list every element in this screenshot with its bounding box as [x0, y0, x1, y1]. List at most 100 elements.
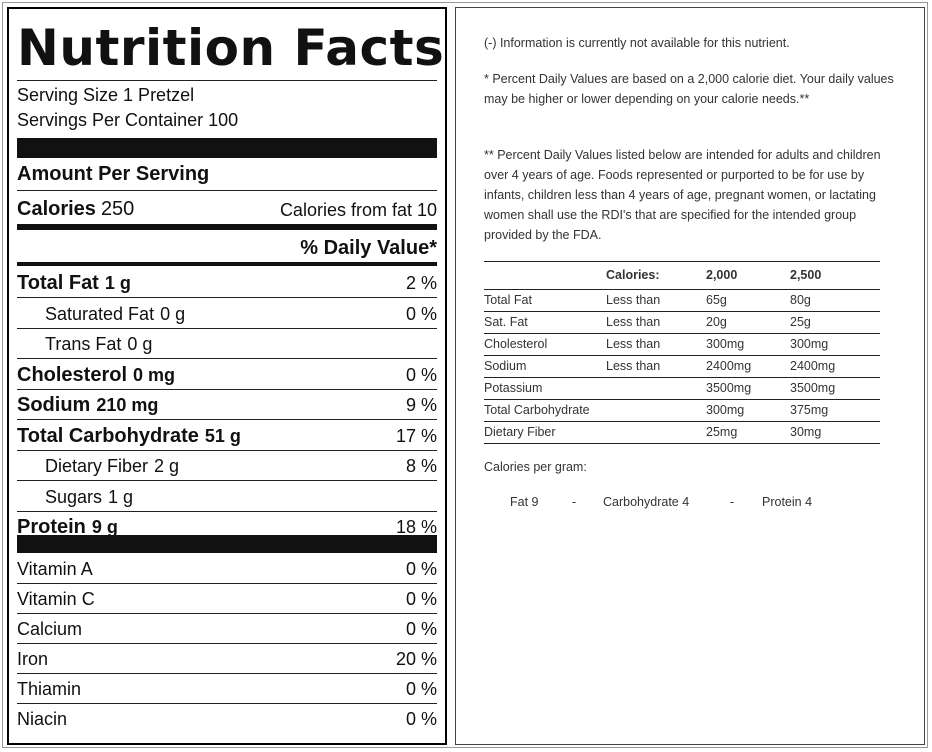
table-name: Potassium: [484, 381, 543, 395]
table-name: Total Fat: [484, 293, 532, 307]
rule: [484, 333, 880, 334]
thick-bar: [17, 224, 437, 230]
rule: [484, 289, 880, 290]
cpg-item: Fat 9: [510, 495, 539, 509]
calories-row: Calories 250: [17, 198, 134, 221]
table-name: Sat. Fat: [484, 315, 528, 329]
nutrient-dv: 17 %: [395, 425, 437, 446]
nutrient-dv: 2 %: [405, 273, 437, 293]
rule: [484, 311, 880, 312]
nutrient-label: Protein 9 g: [17, 516, 118, 538]
vitamin-row: Vitamin A 0 %: [17, 554, 437, 584]
table-qualifier: Less than: [606, 337, 661, 351]
nutrient-row: Sodium 210 mg 9 %: [17, 389, 437, 420]
table-value: 80g: [790, 293, 811, 307]
nutrient-dv: 0 %: [405, 364, 437, 385]
vitamin-dv: 0 %: [405, 709, 437, 729]
nutrient-amount: 0 g: [160, 303, 186, 324]
rule: [484, 355, 880, 356]
vitamin-dv: 20 %: [395, 649, 437, 669]
table-name: Total Carbohydrate: [484, 403, 590, 417]
vitamin-label: Vitamin A: [17, 559, 93, 579]
vitamin-label: Thiamin: [17, 679, 82, 699]
table-name: Dietary Fiber: [484, 425, 556, 439]
nutrient-row: Sugars 1 g: [17, 481, 437, 512]
nutrient-amount: 1 g: [104, 273, 131, 293]
nutrient-label: Trans Fat 0 g: [45, 334, 153, 354]
rule: [484, 421, 880, 422]
table-value: 375mg: [790, 403, 829, 417]
calories-from-fat: Calories from fat 10: [279, 200, 437, 220]
rule: [484, 443, 880, 444]
table-value: 2400mg: [706, 359, 752, 373]
nutrient-dv: 0 %: [405, 303, 437, 324]
table-value: 300mg: [790, 337, 829, 351]
nutrient-row: Protein 9 g 18 %: [17, 511, 437, 541]
thick-bar: [17, 262, 437, 266]
vitamin-label: Niacin: [17, 709, 68, 729]
nutrient-row: Dietary Fiber 2 g 8 %: [17, 450, 437, 481]
nutrient-label: Saturated Fat 0 g: [45, 303, 186, 324]
amount-header: Amount Per Serving: [17, 163, 210, 185]
table-qualifier: Less than: [606, 315, 661, 329]
vitamin-row: Iron 20 %: [17, 644, 437, 674]
table-header: 2,500: [790, 268, 822, 282]
nutrient-amount: 0 g: [127, 334, 153, 354]
table-value: 2400mg: [790, 359, 836, 373]
vitamin-row: Niacin 0 %: [17, 704, 437, 733]
calories-label: Calories: [17, 198, 96, 220]
vitamin-row: Vitamin C 0 %: [17, 584, 437, 614]
rule: [484, 261, 880, 262]
vitamin-row: Thiamin 0 %: [17, 674, 437, 704]
note: ** Percent Daily Values listed below are…: [484, 148, 881, 242]
cpg-title: Calories per gram:: [484, 460, 587, 474]
vitamin-row: Calcium 0 %: [17, 614, 437, 644]
nutrient-row: Total Fat 1 g 2 %: [17, 267, 437, 298]
vitamin-dv: 0 %: [405, 589, 437, 609]
note: * Percent Daily Values are based on a 2,…: [484, 72, 894, 106]
nutrient-label: Total Fat 1 g: [17, 272, 131, 294]
note: (-) Information is currently not availab…: [484, 36, 790, 50]
rule: [17, 80, 437, 81]
table-value: 20g: [706, 315, 727, 329]
vitamin-label: Vitamin C: [17, 589, 95, 609]
table-value: 3500mg: [706, 381, 752, 395]
nutrient-amount: 2 g: [154, 456, 180, 476]
table-value: 25g: [790, 315, 811, 329]
vitamin-label: Calcium: [17, 619, 83, 639]
nutrient-label: Cholesterol 0 mg: [17, 363, 176, 386]
rule: [484, 399, 880, 400]
dv-header: % Daily Value*: [300, 237, 437, 259]
nutrient-amount: 51 g: [204, 425, 241, 446]
footnotes-panel: (-) Information is currently not availab…: [455, 7, 925, 745]
thick-bar: [17, 138, 437, 158]
table-value: 65g: [706, 293, 727, 307]
nutrient-label: Sugars 1 g: [45, 486, 134, 507]
table-name: Cholesterol: [484, 337, 548, 351]
nutrient-row: Trans Fat 0 g: [17, 328, 437, 359]
nutrient-row: Total Carbohydrate 51 g 17 %: [17, 420, 437, 451]
calories-value: 250: [100, 198, 135, 220]
cpg-separator: -: [730, 495, 735, 509]
nutrient-dv: 18 %: [395, 517, 437, 537]
table-value: 30mg: [790, 425, 822, 439]
nutrient-amount: 1 g: [108, 486, 134, 507]
cpg-separator: -: [572, 495, 577, 509]
cpg-item: Carbohydrate 4: [603, 495, 690, 509]
nutrient-label: Sodium 210 mg: [17, 394, 159, 416]
title: Nutrition Facts: [17, 19, 445, 77]
table-qualifier: Less than: [606, 293, 661, 307]
vitamin-dv: 0 %: [405, 559, 437, 579]
rule: [17, 190, 437, 191]
table-name: Sodium: [484, 359, 527, 373]
table-qualifier: Less than: [606, 359, 661, 373]
nutrient-dv: 8 %: [405, 456, 437, 476]
nutrient-row: Saturated Fat 0 g 0 %: [17, 298, 437, 329]
thick-bar: [17, 535, 437, 553]
nutrient-amount: 0 mg: [133, 364, 176, 385]
table-header: 2,000: [706, 268, 738, 282]
table-value: 300mg: [706, 337, 745, 351]
nutrient-dv: 9 %: [405, 395, 437, 415]
vitamin-label: Iron: [17, 649, 49, 669]
